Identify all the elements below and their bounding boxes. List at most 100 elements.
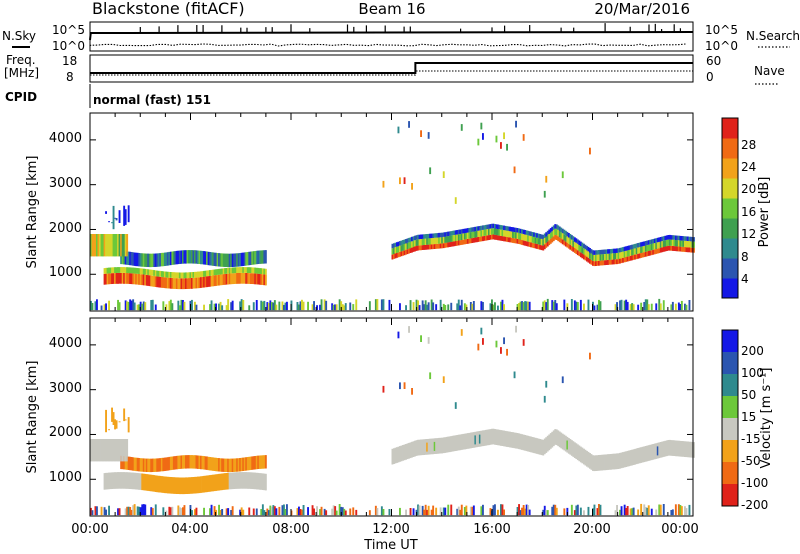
data-cell (451, 235, 454, 242)
data-cell (334, 304, 337, 311)
data-cell (640, 447, 643, 463)
data-cell (166, 476, 169, 494)
data-cell (598, 260, 600, 266)
data-cell (382, 299, 385, 311)
data-cell (403, 250, 406, 256)
data-cell (518, 433, 520, 450)
data-cell (111, 267, 113, 274)
data-cell (423, 245, 426, 250)
data-cell (497, 235, 499, 241)
data-cell (622, 251, 624, 258)
data-cell (420, 239, 422, 246)
data-cell (400, 245, 403, 252)
data-cell (129, 472, 132, 489)
data-cell (394, 447, 397, 464)
data-cell (103, 507, 106, 516)
data-cell (480, 225, 483, 231)
data-cell (151, 508, 154, 516)
data-cell (163, 476, 166, 494)
data-cell (102, 234, 104, 257)
data-cell (546, 510, 549, 516)
data-cell (599, 454, 602, 471)
data-cell (94, 506, 97, 516)
data-cell (108, 300, 110, 311)
data-cell (94, 234, 97, 257)
data-cell (172, 278, 175, 289)
data-cell (243, 272, 246, 284)
data-cell (570, 235, 573, 240)
data-cell (432, 233, 435, 238)
data-cell (188, 278, 190, 289)
data-cell (100, 305, 103, 311)
data-cell (207, 276, 210, 287)
velocity-ytick-1000: 1000 (49, 470, 82, 485)
data-cell (135, 457, 138, 472)
data-cell (548, 229, 551, 234)
data-cell (524, 234, 527, 241)
data-cell (533, 243, 536, 249)
data-cell (182, 300, 184, 311)
data-cell (662, 240, 665, 247)
data-cell (261, 250, 264, 264)
data-cell (258, 455, 261, 469)
data-cell (227, 299, 230, 311)
data-cell (141, 268, 144, 275)
data-cell (637, 243, 640, 248)
data-cell (307, 301, 309, 311)
data-cell (399, 241, 401, 246)
data-cell (213, 457, 216, 471)
data-cell (465, 228, 468, 233)
data-cell (323, 299, 326, 311)
data-cell (584, 449, 587, 466)
data-cell (177, 505, 180, 516)
data-cell (661, 236, 664, 242)
data-cell (471, 432, 474, 448)
data-cell (561, 233, 564, 240)
data-cell (414, 240, 416, 247)
data-cell (108, 267, 110, 274)
velocity-colorbar-frame (721, 329, 739, 507)
data-cell (659, 442, 662, 458)
data-cell (160, 476, 163, 493)
data-cell (599, 249, 602, 255)
data-cell (203, 475, 205, 493)
data-cell (124, 209, 127, 225)
data-cell (261, 455, 264, 469)
data-cell (216, 474, 219, 491)
data-cell (610, 259, 612, 265)
data-cell (182, 477, 184, 495)
data-cell (129, 456, 132, 471)
data-cell (534, 232, 537, 238)
data-cell (576, 243, 579, 251)
data-cell (438, 437, 441, 454)
data-cell (105, 409, 107, 433)
data-cell (239, 253, 242, 267)
power-cbar-tick-28: 28 (741, 138, 756, 152)
data-cell (136, 304, 139, 311)
data-cell (185, 250, 187, 264)
data-cell (549, 238, 552, 244)
data-cell (459, 434, 462, 451)
data-cell (558, 431, 561, 448)
data-cell (150, 253, 153, 268)
data-cell (573, 300, 576, 311)
data-cell (245, 267, 248, 273)
data-cell (576, 504, 579, 516)
data-cell (248, 507, 251, 516)
data-cell (411, 388, 413, 395)
data-cell (515, 227, 517, 233)
data-cell (411, 183, 413, 190)
data-cell (638, 253, 641, 259)
data-cell (460, 504, 463, 516)
power-ytick-1000: 1000 (49, 265, 82, 280)
data-cell (501, 229, 504, 237)
data-cell (206, 251, 208, 265)
data-cell (480, 122, 483, 130)
data-cell (209, 508, 211, 516)
power-cbar-tick-16: 16 (741, 205, 756, 219)
data-cell (129, 267, 132, 274)
data-cell (558, 237, 561, 243)
data-cell (260, 274, 263, 285)
data-cell (646, 240, 649, 246)
data-cell (136, 252, 139, 267)
